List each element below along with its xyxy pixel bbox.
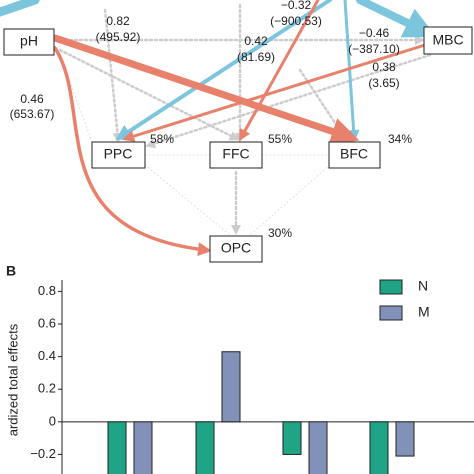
bar xyxy=(107,421,127,474)
r-squared: 34% xyxy=(388,132,412,146)
bar xyxy=(195,421,215,474)
r-squared: 58% xyxy=(150,132,174,146)
node-label: OPC xyxy=(221,240,251,256)
plot: −0.2 0 0.2 0.4 0.6 0.8 NM xyxy=(30,278,474,474)
bar xyxy=(369,421,389,474)
path-effect: (653.67) xyxy=(10,107,55,121)
node-box xyxy=(91,141,146,169)
node-box xyxy=(209,235,263,263)
node-label: pH xyxy=(20,33,38,49)
bar xyxy=(133,421,153,474)
bar xyxy=(282,421,302,455)
bars xyxy=(107,351,415,474)
path-effect: (−387.10) xyxy=(348,42,400,56)
path-effect: (81.69) xyxy=(237,50,275,64)
node-box xyxy=(423,26,473,55)
node-box xyxy=(3,28,55,56)
y-tick-label: 0.6 xyxy=(38,315,56,330)
r-squared: 55% xyxy=(268,132,292,146)
y-axis-label: ardized total effects xyxy=(5,323,20,436)
node-box xyxy=(328,141,381,169)
r-squared: 30% xyxy=(268,226,292,240)
path-coef: 0.82 xyxy=(106,14,130,28)
y-tick-label: 0.2 xyxy=(38,381,56,396)
path-coef: 0.46 xyxy=(20,92,44,106)
diagram-nodes: pH MBC PPC 58% FFC 55% BFC 34% OPC 30% xyxy=(3,26,473,263)
y-tick-label: −0.2 xyxy=(30,446,56,461)
node-box xyxy=(209,141,263,169)
path-effect: (3.65) xyxy=(368,76,399,90)
y-tick-label: 0.8 xyxy=(38,283,56,298)
path-coef: 0.42 xyxy=(244,34,268,48)
y-tick-label: 0 xyxy=(49,413,56,428)
node-label: MBC xyxy=(432,32,463,48)
y-tick-label: 0.4 xyxy=(38,348,56,363)
node-label: FFC xyxy=(222,146,249,162)
path-effect: (495.92) xyxy=(96,30,141,44)
legend-swatch xyxy=(379,279,403,295)
path-effect: (−900.53) xyxy=(270,14,322,28)
diagram-edges xyxy=(0,0,437,257)
legend-swatch xyxy=(379,305,403,321)
bar xyxy=(221,351,241,423)
path-coef: −0.32 xyxy=(281,0,312,12)
panel-label: B xyxy=(6,263,16,279)
node-label: BFC xyxy=(340,146,368,162)
node-label: PPC xyxy=(104,146,133,162)
path-coef: −0.46 xyxy=(359,26,390,40)
bar xyxy=(395,421,415,457)
legend-label: N xyxy=(418,278,428,294)
legend-label: M xyxy=(418,304,430,320)
bar xyxy=(308,421,328,474)
path-coef: 0.38 xyxy=(372,60,396,74)
path-labels: 0.82 (495.92) −0.32 (−900.53) 0.42 (81.6… xyxy=(10,0,400,121)
